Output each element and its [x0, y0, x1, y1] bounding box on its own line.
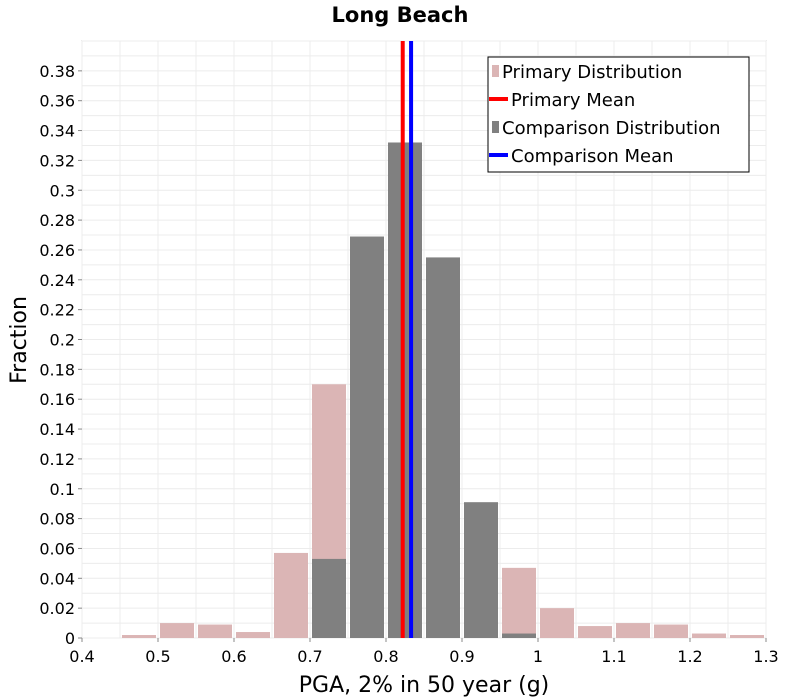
- y-axis-label: Fraction: [7, 296, 32, 384]
- y-tick-label: 0.04: [39, 569, 75, 588]
- y-tick-label: 0.26: [39, 241, 75, 260]
- y-tick-label: 0.06: [39, 539, 75, 558]
- legend-label: Primary Mean: [511, 90, 635, 111]
- y-tick-label: 0.18: [39, 360, 75, 379]
- primary-bar: [578, 626, 612, 638]
- primary-bar: [654, 624, 688, 638]
- y-tick-label: 0.14: [39, 420, 75, 439]
- x-tick-label: 1.1: [601, 647, 626, 666]
- x-tick-label: 0.9: [449, 647, 474, 666]
- legend-label: Primary Distribution: [502, 62, 682, 83]
- comparison-bar: [426, 257, 460, 638]
- y-tick-label: 0.02: [39, 599, 75, 618]
- x-tick-label: 1: [533, 647, 543, 666]
- primary-bar: [236, 632, 270, 638]
- y-tick-label: 0.34: [39, 122, 75, 141]
- x-tick-label: 0.4: [69, 647, 94, 666]
- x-tick-label: 0.5: [145, 647, 170, 666]
- primary-bar: [692, 633, 726, 638]
- x-tick-label: 0.7: [297, 647, 322, 666]
- y-tick-label: 0.2: [50, 331, 75, 350]
- legend-label: Comparison Distribution: [502, 118, 721, 139]
- primary-bar: [122, 635, 156, 638]
- primary-bar: [540, 608, 574, 638]
- mean-lines: [400, 41, 414, 638]
- primary-bar: [198, 624, 232, 638]
- primary-bar: [274, 552, 308, 638]
- chart-title: Long Beach: [332, 3, 469, 27]
- y-tick-label: 0: [65, 629, 75, 648]
- y-tick-label: 0.16: [39, 390, 75, 409]
- x-axis-label: PGA, 2% in 50 year (g): [299, 673, 550, 698]
- comparison-bar: [388, 142, 422, 639]
- y-tick-label: 0.36: [39, 92, 75, 111]
- y-tick-label: 0.12: [39, 450, 75, 469]
- comparison-bar: [350, 236, 384, 638]
- x-tick-label: 1.2: [677, 647, 702, 666]
- y-tick-label: 0.3: [50, 181, 75, 200]
- y-axis-ticks: 0 0.02 0.04 0.06 0.08 0.1 0.12 0.14 0.16 0.18 0.2 0…: [39, 62, 82, 648]
- legend: Primary Distribution Primary Mean Comparis…: [487, 56, 750, 173]
- legend-swatch: [492, 121, 499, 133]
- y-tick-label: 0.38: [39, 62, 75, 81]
- primary-bar: [730, 635, 764, 638]
- y-tick-label: 0.32: [39, 151, 75, 170]
- primary-bar: [502, 567, 536, 638]
- y-tick-label: 0.08: [39, 510, 75, 529]
- legend-swatch: [492, 65, 499, 77]
- y-tick-label: 0.28: [39, 211, 75, 230]
- x-tick-label: 0.6: [221, 647, 246, 666]
- comparison-bar: [464, 502, 498, 638]
- comparison-bar: [502, 633, 536, 638]
- legend-label: Comparison Mean: [511, 146, 674, 167]
- x-tick-label: 0.8: [373, 647, 398, 666]
- x-axis-ticks: 0.4 0.5 0.6 0.7 0.8 0.9 1 1.1 1.2 1.3: [69, 638, 779, 666]
- x-tick-label: 1.3: [753, 647, 778, 666]
- comparison-bar: [312, 558, 346, 638]
- primary-bar: [160, 623, 194, 638]
- comparison-distribution-bars: [312, 142, 536, 639]
- y-tick-label: 0.24: [39, 271, 75, 290]
- y-tick-label: 0.1: [50, 480, 75, 499]
- y-tick-label: 0.22: [39, 301, 75, 320]
- primary-bar: [616, 623, 650, 638]
- legend-box: [487, 56, 750, 173]
